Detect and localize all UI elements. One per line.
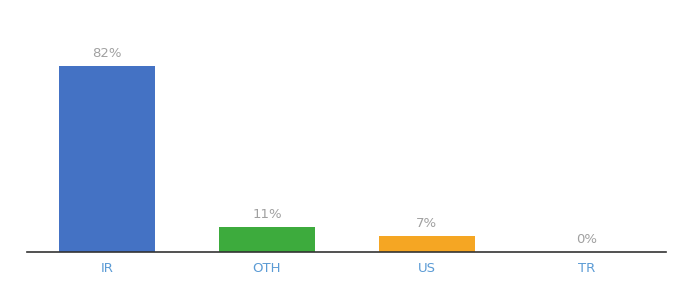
Bar bbox=[379, 236, 475, 252]
Bar bbox=[219, 227, 315, 252]
Text: 7%: 7% bbox=[416, 218, 437, 230]
Text: 11%: 11% bbox=[252, 208, 282, 221]
Text: 0%: 0% bbox=[576, 233, 597, 246]
Bar bbox=[59, 66, 155, 252]
Text: 82%: 82% bbox=[92, 47, 122, 60]
